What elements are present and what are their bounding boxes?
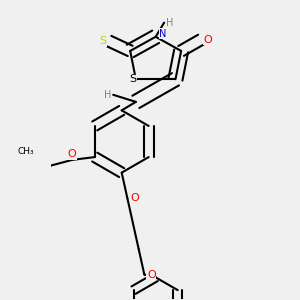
Text: O: O — [147, 270, 156, 280]
Text: S: S — [130, 74, 136, 84]
Text: H: H — [104, 90, 111, 100]
Text: S: S — [100, 36, 107, 46]
Text: O: O — [130, 193, 139, 203]
Text: CH₃: CH₃ — [17, 147, 34, 156]
Text: H: H — [166, 18, 173, 28]
Text: O: O — [204, 34, 212, 45]
Text: O: O — [68, 149, 76, 159]
Text: N: N — [159, 29, 166, 39]
